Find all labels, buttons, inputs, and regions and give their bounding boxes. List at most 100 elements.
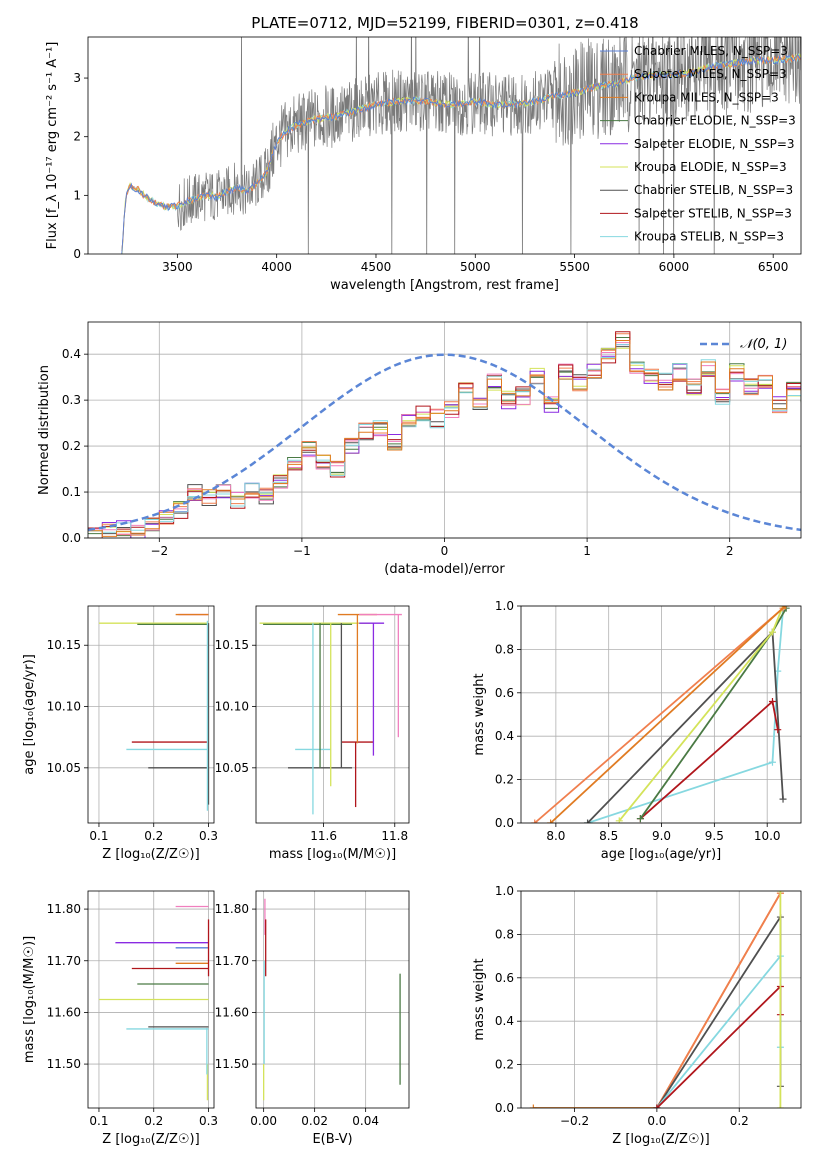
x-tick-label: 0.3 xyxy=(199,1114,218,1128)
mass-vs-extinction-panel: 0.00 0.02 0.04 11.50 11.60 11.70 11.80 E(B-V) xyxy=(215,890,410,1147)
mass-weight-line xyxy=(549,606,786,823)
plot-area xyxy=(121,37,801,254)
y-tick-label: 10.05 xyxy=(47,761,81,775)
legend-label: Chabrier MILES, N_SSP=3 xyxy=(634,44,788,58)
y-tick-label: 0.1 xyxy=(62,485,81,499)
data-point-marker xyxy=(768,758,776,766)
plot-area xyxy=(259,613,402,815)
figure-title: PLATE=0712, MJD=52199, FIBERID=0301, z=0… xyxy=(251,14,638,32)
y-tick-label: 11.50 xyxy=(215,1057,249,1071)
axes-frame xyxy=(520,605,802,824)
axes-frame xyxy=(87,321,802,539)
x-tick-label: 5500 xyxy=(559,260,590,274)
mass-weight-line xyxy=(656,913,782,1108)
observed-spectrum-line xyxy=(121,37,801,254)
legend-label: 𝒩(0, 1) xyxy=(740,337,787,352)
y-tick-label: 0.0 xyxy=(62,531,81,545)
y-tick-label: 1.0 xyxy=(495,884,514,898)
x-axis-label: mass [log₁₀(M/M☉)] xyxy=(269,847,396,862)
x-tick-label: 11.6 xyxy=(310,829,337,843)
y-tick-label: 11.70 xyxy=(47,954,81,968)
x-tick-label: 1 xyxy=(583,544,591,558)
y-axis-label: mass [log₁₀(M/M☉)] xyxy=(22,936,37,1063)
y-tick-label: 0.2 xyxy=(495,1058,514,1072)
x-tick-label: 0.2 xyxy=(144,1114,163,1128)
y-tick-label: 0.6 xyxy=(495,971,514,985)
y-axis-label: Flux [f_λ 10⁻¹⁷ erg cm⁻² s⁻¹ A⁻¹] xyxy=(45,42,60,250)
plot-area xyxy=(531,606,790,823)
legend-label: Kroupa ELODIE, N_SSP=3 xyxy=(634,160,787,174)
data-point-marker xyxy=(768,697,776,705)
mass-weight-line xyxy=(656,892,782,1108)
y-tick-label: 0.0 xyxy=(495,1101,514,1115)
histogram-step-line xyxy=(88,347,801,538)
x-tick-label: 0.00 xyxy=(250,1114,277,1128)
y-tick-label: 2 xyxy=(73,130,81,144)
x-tick-label: 2 xyxy=(726,544,734,558)
y-tick-label: 10.10 xyxy=(215,700,249,714)
x-tick-label: 0 xyxy=(441,544,449,558)
x-axis-label: age [log₁₀(age/yr)] xyxy=(601,847,722,862)
plot-area xyxy=(529,891,784,1108)
histogram-step-line xyxy=(88,340,801,537)
y-tick-label: 11.60 xyxy=(215,1005,249,1019)
x-tick-label: 9.5 xyxy=(705,829,724,843)
legend-label: Chabrier ELODIE, N_SSP=3 xyxy=(634,114,796,128)
age-vs-metallicity-panel: 0.1 0.2 0.3 10.05 10.10 10.15 Z [log₁₀(Z/Z☉)] a… xyxy=(22,605,218,862)
y-tick-label: 10.15 xyxy=(215,638,249,652)
x-tick-label: 9.0 xyxy=(652,829,671,843)
x-axis-label: Z [log₁₀(Z/Z☉)] xyxy=(612,1132,709,1147)
y-tick-label: 1 xyxy=(73,188,81,202)
model-spectrum-line xyxy=(121,54,801,254)
x-tick-label: 11.8 xyxy=(381,829,408,843)
x-tick-label: 0.2 xyxy=(730,1114,749,1128)
x-tick-label: 6500 xyxy=(758,260,789,274)
data-point-marker xyxy=(653,1104,661,1108)
legend-label: Salpeter STELIB, N_SSP=3 xyxy=(634,206,792,220)
legend-label: Kroupa MILES, N_SSP=3 xyxy=(634,90,779,104)
y-tick-label: 11.70 xyxy=(215,954,249,968)
histogram-step-line xyxy=(88,333,801,538)
data-point-marker xyxy=(529,1104,537,1108)
plot-area xyxy=(88,331,801,538)
data-point-marker xyxy=(636,815,644,823)
x-tick-label: 8.0 xyxy=(546,829,565,843)
mass-weight-line xyxy=(534,607,784,823)
x-tick-label: 0.2 xyxy=(144,829,163,843)
mass-weight-line xyxy=(639,699,779,820)
x-tick-label: 0.04 xyxy=(352,1114,379,1128)
y-tick-label: 0.4 xyxy=(495,729,514,743)
mass-weight-line xyxy=(656,984,782,1108)
age-vs-mass-panel: 11.6 11.8 10.05 10.10 10.15 mass [log₁₀(M/M☉)… xyxy=(215,605,410,862)
plot-area xyxy=(262,898,401,1101)
data-point-marker xyxy=(779,795,787,803)
y-tick-label: 11.80 xyxy=(215,902,249,916)
y-tick-label: 11.80 xyxy=(47,902,81,916)
x-tick-label: 3500 xyxy=(162,260,193,274)
y-tick-label: 11.50 xyxy=(47,1057,81,1071)
x-tick-label: 0.1 xyxy=(89,829,108,843)
plot-area xyxy=(98,613,210,811)
mass-vs-metallicity-panel: 0.1 0.2 0.3 11.50 11.60 11.70 11.80 Z [log₁₀(Z/… xyxy=(22,890,218,1147)
mass-weight-vs-age-panel: 8.0 8.5 9.0 9.5 10.0 0.0 0.2 0.4 0.6 0.8 1.0 age [l… xyxy=(472,599,802,862)
data-point-marker xyxy=(531,819,539,823)
axes-frame xyxy=(87,890,215,1109)
y-tick-label: 0.6 xyxy=(495,686,514,700)
y-tick-label: 3 xyxy=(73,71,81,85)
data-point-marker xyxy=(768,628,776,636)
legend-label: Chabrier STELIB, N_SSP=3 xyxy=(634,183,793,197)
y-tick-label: 0.8 xyxy=(495,642,514,656)
x-tick-label: 5000 xyxy=(460,260,491,274)
histogram-step-line xyxy=(88,331,801,530)
mass-weight-line xyxy=(586,629,784,823)
axes-frame xyxy=(87,36,802,255)
y-axis-label: age [log₁₀(age/yr)] xyxy=(22,654,37,775)
residual-distribution-panel: −2 −1 0 1 2 0.0 0.1 0.2 0.3 0.4 (data-model)/error… xyxy=(37,321,802,577)
legend-label: Salpeter ELODIE, N_SSP=3 xyxy=(634,137,795,151)
data-point-marker xyxy=(781,606,789,610)
x-tick-label: 0.1 xyxy=(89,1114,108,1128)
x-tick-label: 8.5 xyxy=(599,829,618,843)
y-tick-label: 10.05 xyxy=(215,761,249,775)
histogram-step-line xyxy=(88,346,801,538)
